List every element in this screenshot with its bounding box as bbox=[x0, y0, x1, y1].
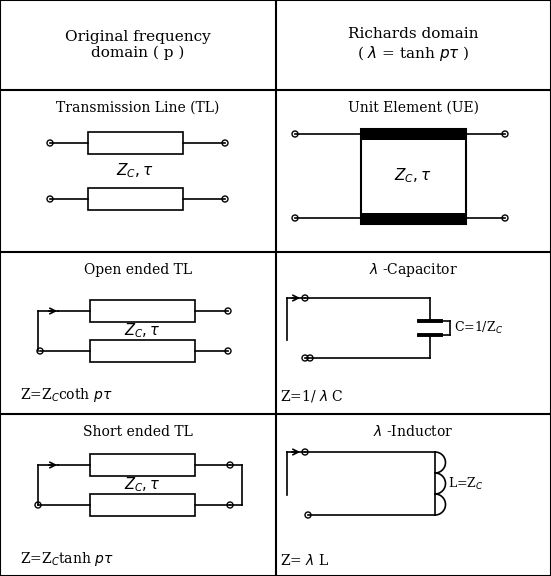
Text: $Z_C, \tau$: $Z_C, \tau$ bbox=[116, 162, 154, 180]
Text: Z= $\lambda$ L: Z= $\lambda$ L bbox=[280, 553, 329, 568]
Text: Z=1/ $\lambda$ C: Z=1/ $\lambda$ C bbox=[280, 388, 344, 404]
Text: $Z_C, \tau$: $Z_C, \tau$ bbox=[124, 321, 160, 340]
Text: Transmission Line (TL): Transmission Line (TL) bbox=[56, 101, 219, 115]
Text: $\lambda$ -Inductor: $\lambda$ -Inductor bbox=[373, 425, 453, 439]
Bar bbox=[360, 128, 466, 223]
Bar bbox=[89, 494, 195, 516]
Text: $Z_C, \tau$: $Z_C, \tau$ bbox=[124, 476, 160, 494]
Bar bbox=[89, 454, 195, 476]
Bar bbox=[89, 340, 195, 362]
Bar bbox=[88, 132, 182, 154]
Bar bbox=[360, 128, 466, 139]
Text: C=1/Z$_C$: C=1/Z$_C$ bbox=[454, 320, 503, 336]
Text: $Z_C, \tau$: $Z_C, \tau$ bbox=[394, 166, 432, 185]
Bar bbox=[89, 300, 195, 322]
Bar bbox=[360, 213, 466, 223]
Text: Richards domain
( $\lambda$ = tanh $p\tau$ ): Richards domain ( $\lambda$ = tanh $p\ta… bbox=[348, 27, 478, 63]
Text: Original frequency
domain ( p ): Original frequency domain ( p ) bbox=[65, 30, 210, 60]
Text: Open ended TL: Open ended TL bbox=[84, 263, 192, 277]
Bar bbox=[88, 188, 182, 210]
Text: Short ended TL: Short ended TL bbox=[83, 425, 193, 439]
Text: Z=Z$_C$tanh $p\tau$: Z=Z$_C$tanh $p\tau$ bbox=[20, 550, 114, 568]
Text: $\lambda$ -Capacitor: $\lambda$ -Capacitor bbox=[369, 261, 458, 279]
Text: Z=Z$_C$coth $p\tau$: Z=Z$_C$coth $p\tau$ bbox=[20, 386, 112, 404]
Text: L=Z$_C$: L=Z$_C$ bbox=[448, 476, 484, 492]
Text: Unit Element (UE): Unit Element (UE) bbox=[348, 101, 479, 115]
